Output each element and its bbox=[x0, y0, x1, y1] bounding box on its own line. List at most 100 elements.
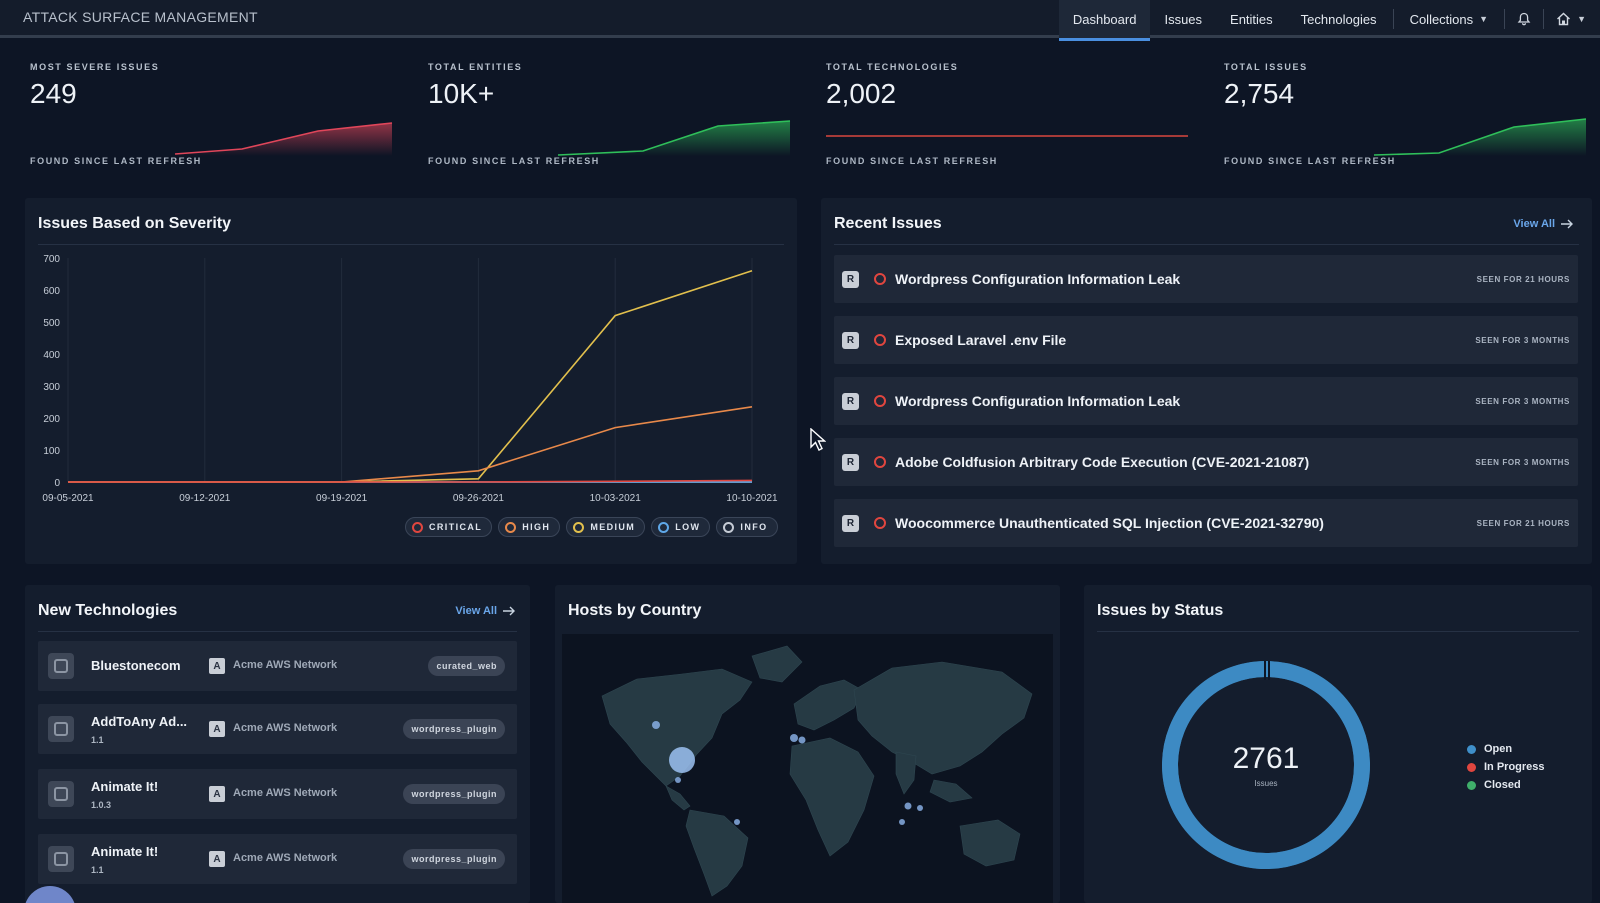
panel-divider bbox=[1097, 631, 1579, 632]
technology-version: 1.1 bbox=[91, 865, 104, 875]
issue-type-badge: R bbox=[842, 514, 859, 532]
tech-view-all-link[interactable]: View All bbox=[455, 605, 516, 617]
legend-info[interactable]: INFO bbox=[716, 517, 778, 537]
legend-critical[interactable]: CRITICAL bbox=[405, 517, 493, 537]
nav-collections[interactable]: Collections ▼ bbox=[1396, 0, 1503, 38]
recent-issue-row[interactable]: R Adobe Coldfusion Arbitrary Code Execut… bbox=[834, 438, 1578, 486]
issue-seen: SEEN FOR 3 MONTHS bbox=[1475, 335, 1570, 345]
technology-row[interactable]: AddToAny Ad... 1.1 A Acme AWS Network wo… bbox=[38, 704, 517, 754]
view-all-label: View All bbox=[455, 605, 497, 617]
technology-icon bbox=[48, 653, 74, 679]
y-tick-label: 600 bbox=[43, 286, 60, 297]
bell-icon bbox=[1517, 12, 1531, 26]
severity-title: Issues Based on Severity bbox=[38, 215, 231, 232]
legend-high-ring bbox=[505, 521, 517, 533]
stat-total-issues: TOTAL ISSUES 2,754 FOUND SINCE LAST REFR… bbox=[1224, 62, 1587, 172]
status-legend-in-progress[interactable]: In Progress bbox=[1467, 758, 1545, 776]
y-tick-label: 500 bbox=[43, 318, 60, 329]
issue-type-badge: R bbox=[842, 392, 859, 410]
issue-type-badge: R bbox=[842, 270, 859, 288]
severity-critical-icon bbox=[874, 273, 886, 285]
stat-foot: FOUND SINCE LAST REFRESH bbox=[30, 156, 202, 166]
home-icon bbox=[1557, 12, 1571, 26]
legend-medium-ring bbox=[573, 521, 585, 533]
technology-tag: curated_web bbox=[428, 656, 505, 676]
network-name: Acme AWS Network bbox=[233, 787, 338, 799]
nav-entities[interactable]: Entities bbox=[1230, 11, 1273, 27]
stat-label: MOST SEVERE ISSUES bbox=[30, 62, 160, 72]
x-tick-label: 09-05-2021 bbox=[42, 493, 94, 504]
status-legend-closed[interactable]: Closed bbox=[1467, 776, 1545, 794]
arrow-right-icon bbox=[1561, 219, 1573, 229]
issue-type-badge: R bbox=[842, 453, 859, 471]
technology-row[interactable]: Animate It! 1.0.3 A Acme AWS Network wor… bbox=[38, 769, 517, 819]
status-open-label: Open bbox=[1484, 743, 1513, 755]
top-bar: ATTACK SURFACE MANAGEMENT Dashboard Issu… bbox=[0, 0, 1600, 41]
technology-icon bbox=[48, 716, 74, 742]
technology-icon-glyph bbox=[54, 852, 68, 866]
nav-technologies[interactable]: Technologies bbox=[1300, 11, 1377, 27]
stat-value: 2,754 bbox=[1224, 78, 1295, 109]
stat-foot: FOUND SINCE LAST REFRESH bbox=[428, 156, 600, 166]
recent-issue-row[interactable]: R Woocommerce Unauthenticated SQL Inject… bbox=[834, 499, 1578, 547]
panel-divider bbox=[38, 631, 517, 632]
chevron-down-icon: ▼ bbox=[1577, 14, 1586, 24]
network-name: Acme AWS Network bbox=[233, 852, 338, 864]
recent-view-all-link[interactable]: View All bbox=[1513, 218, 1574, 230]
x-tick-label: 09-12-2021 bbox=[179, 493, 231, 504]
sparkline-most-severe bbox=[174, 122, 393, 156]
nav-divider bbox=[1504, 9, 1506, 29]
view-all-label: View All bbox=[1513, 218, 1555, 230]
technology-icon-glyph bbox=[54, 722, 68, 736]
legend-medium[interactable]: MEDIUM bbox=[566, 517, 646, 537]
status-donut-chart bbox=[1162, 661, 1370, 869]
sparkline-total-entities bbox=[557, 120, 791, 156]
technology-row[interactable]: Animate It! 1.1 A Acme AWS Network wordp… bbox=[38, 834, 517, 884]
legend-low[interactable]: LOW bbox=[651, 517, 711, 537]
issue-seen: SEEN FOR 3 MONTHS bbox=[1475, 457, 1570, 467]
stat-foot: FOUND SINCE LAST REFRESH bbox=[1224, 156, 1396, 166]
issue-name: Adobe Coldfusion Arbitrary Code Executio… bbox=[895, 454, 1310, 470]
severity-panel: Issues Based on Severity bbox=[25, 198, 797, 564]
hosts-by-country-title: Hosts by Country bbox=[568, 602, 702, 619]
technology-tag: wordpress_plugin bbox=[403, 719, 505, 739]
technology-name: Animate It! bbox=[91, 844, 159, 859]
technology-name: AddToAny Ad... bbox=[91, 714, 188, 729]
technology-icon-glyph bbox=[54, 787, 68, 801]
arrow-right-icon bbox=[503, 606, 515, 616]
y-tick-label: 700 bbox=[43, 254, 60, 265]
status-closed-dot bbox=[1467, 780, 1476, 790]
x-tick-label: 09-26-2021 bbox=[453, 493, 505, 504]
status-legend-open[interactable]: Open bbox=[1467, 740, 1545, 758]
y-tick-label: 300 bbox=[43, 382, 60, 393]
technology-icon bbox=[48, 846, 74, 872]
severity-critical-icon bbox=[874, 456, 886, 468]
y-tick-label: 400 bbox=[43, 350, 60, 361]
issue-seen: SEEN FOR 21 HOURS bbox=[1476, 274, 1570, 284]
issue-name: Exposed Laravel .env File bbox=[895, 332, 1067, 348]
recent-issue-row[interactable]: R Wordpress Configuration Information Le… bbox=[834, 377, 1578, 425]
recent-issue-row[interactable]: R Exposed Laravel .env File SEEN FOR 3 M… bbox=[834, 316, 1578, 364]
main-nav: Dashboard Issues Entities Technologies C… bbox=[1058, 0, 1600, 41]
home-menu-button[interactable]: ▼ bbox=[1546, 0, 1600, 38]
issue-name: Wordpress Configuration Information Leak bbox=[895, 271, 1181, 287]
series-line-critical bbox=[68, 479, 753, 483]
world-map bbox=[562, 634, 1053, 903]
y-tick-label: 0 bbox=[54, 478, 60, 489]
status-closed-label: Closed bbox=[1484, 779, 1521, 791]
issues-by-status-title: Issues by Status bbox=[1097, 602, 1224, 619]
recent-issues-title: Recent Issues bbox=[834, 215, 942, 232]
legend-critical-ring bbox=[412, 521, 423, 533]
notification-button[interactable] bbox=[1507, 0, 1541, 38]
recent-issue-row[interactable]: R Wordpress Configuration Information Le… bbox=[834, 255, 1578, 303]
series-line-high bbox=[68, 406, 753, 483]
network-badge: A bbox=[209, 786, 225, 802]
legend-high[interactable]: HIGH bbox=[498, 517, 561, 537]
legend-info-label: INFO bbox=[740, 522, 768, 532]
chat-launcher-button[interactable] bbox=[24, 886, 76, 903]
stat-label: TOTAL ISSUES bbox=[1224, 62, 1308, 72]
y-tick-label: 200 bbox=[43, 414, 60, 425]
technology-row[interactable]: Bluestonecom A Acme AWS Network curated_… bbox=[38, 641, 517, 691]
nav-issues[interactable]: Issues bbox=[1164, 11, 1203, 27]
nav-dashboard[interactable]: Dashboard bbox=[1058, 0, 1151, 41]
